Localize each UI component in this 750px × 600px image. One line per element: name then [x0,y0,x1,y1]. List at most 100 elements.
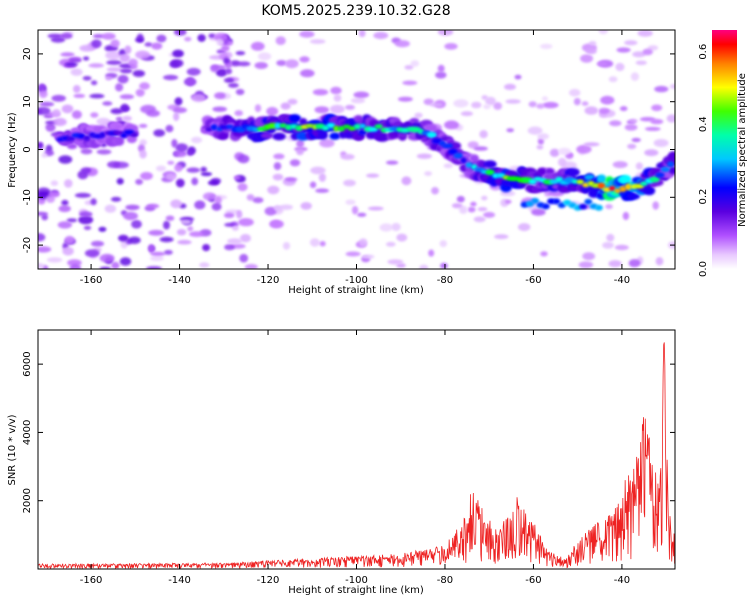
heatmap-cell [64,235,75,244]
heatmap-cell [423,98,434,106]
heatmap-cell [404,65,414,70]
heatmap-cell [235,51,246,56]
heatmap-cell [628,259,641,268]
heatmap-cell [110,108,123,115]
heatmap-cell [637,30,653,37]
heatmap-cell [139,149,147,159]
heatmap-cell [144,42,153,47]
heatmap-cell [540,251,548,257]
heatmap-cell [128,236,141,244]
heatmap-cell [627,143,637,150]
heatmap-ridge-cell [655,172,665,178]
heatmap-cell [615,62,625,72]
heatmap-cell [105,76,112,81]
heatmap-cell [51,94,66,102]
heatmap-cell [340,153,355,160]
heatmap-ridge-cell [660,166,670,173]
heatmap-cell [151,42,163,50]
heatmap-cell [163,220,170,230]
heatmap-cell [428,249,435,257]
heatmap-cell [387,259,404,265]
heatmap-cell [115,83,124,92]
heatmap-cell [300,202,312,210]
heatmap-cell [70,68,83,76]
heatmap-ridge-halo [375,132,390,142]
heatmap-cell [333,94,342,102]
heatmap-cell [79,44,95,52]
heatmap-ridge-halo [447,141,462,151]
heatmap-cell [494,234,509,240]
heatmap-cell [264,206,277,216]
heatmap-ridge-cell [460,157,467,164]
heatmap-cell [135,37,145,43]
heatmap-ridge-cell [619,186,627,192]
heatmap-cell [419,264,429,269]
heatmap-cell [536,144,544,150]
heatmap-branch-cell [531,197,540,204]
heatmap-cell [635,162,644,170]
heatmap-cell [90,240,105,247]
heatmap-cell [273,162,282,171]
colorbar-gradient [712,30,737,269]
heatmap-cell [581,101,589,106]
colorbar: 0.0 0.2 0.4 0.6 Normalized spectral amplitu… [698,30,748,277]
heatmap-cell [414,112,423,119]
x-tick-label: -80 [437,575,453,586]
heatmap-cell [169,60,180,68]
heatmap-cell [122,115,132,122]
heatmap-cell [186,77,194,86]
heatmap-cell [479,130,488,139]
heatmap-cell [223,212,235,218]
heatmap-cell [451,203,463,209]
heatmap-cell [385,241,396,247]
heatmap-y-ticks: -20 -10 0 10 20 [22,48,675,253]
heatmap-cell [616,47,631,53]
heatmap-cell [239,253,249,263]
heatmap-cell [635,60,647,66]
heatmap-cell [548,190,565,197]
x-tick-label: -60 [525,575,541,586]
heatmap-cell [90,198,97,206]
heatmap-cell [139,82,150,90]
heatmap-cell [224,222,237,227]
heatmap-cell [235,88,245,96]
heatmap-cell [91,39,102,48]
heatmap-ridge-halo [217,132,229,140]
heatmap-cell [73,93,86,98]
heatmap-cell [318,173,326,182]
heatmap-cell [102,101,113,106]
heatmap-cell [221,45,230,52]
heatmap-x-label: Height of straight line (km) [288,285,424,296]
heatmap-cell [110,196,122,202]
heatmap-cell [481,95,488,100]
heatmap-cell [558,147,571,156]
heatmap-cell [238,218,254,227]
heatmap-cell [223,57,230,64]
heatmap-ridge-cell [442,143,454,149]
heatmap-cell [164,249,173,255]
heatmap-ridge-cell [649,176,660,183]
heatmap-cell [120,68,133,74]
heatmap-ridge-cell [609,186,616,191]
heatmap-cell [330,86,342,95]
heatmap-cell [296,148,304,156]
heatmap-cell [385,160,399,165]
heatmap-cell [165,124,174,133]
heatmap-ridge-halo [667,151,675,162]
heatmap-cell [128,58,138,67]
heatmap-cell [225,68,233,75]
heatmap-ridge-cell [614,188,621,193]
heatmap-cell [52,109,61,117]
heatmap-cell [234,110,243,117]
snr-y-ticks: 2000 4000 6000 [22,351,675,513]
heatmap-cell [191,93,206,103]
heatmap-cell [175,143,188,152]
heatmap-cell [309,181,317,189]
heatmap-ridge-halo [619,174,632,185]
heatmap-cell [39,101,55,107]
heatmap-cell [473,216,486,223]
heatmap-cell [589,41,597,46]
heatmap-cell [117,74,129,84]
heatmap-cells [38,30,675,269]
heatmap-cell [651,104,663,112]
